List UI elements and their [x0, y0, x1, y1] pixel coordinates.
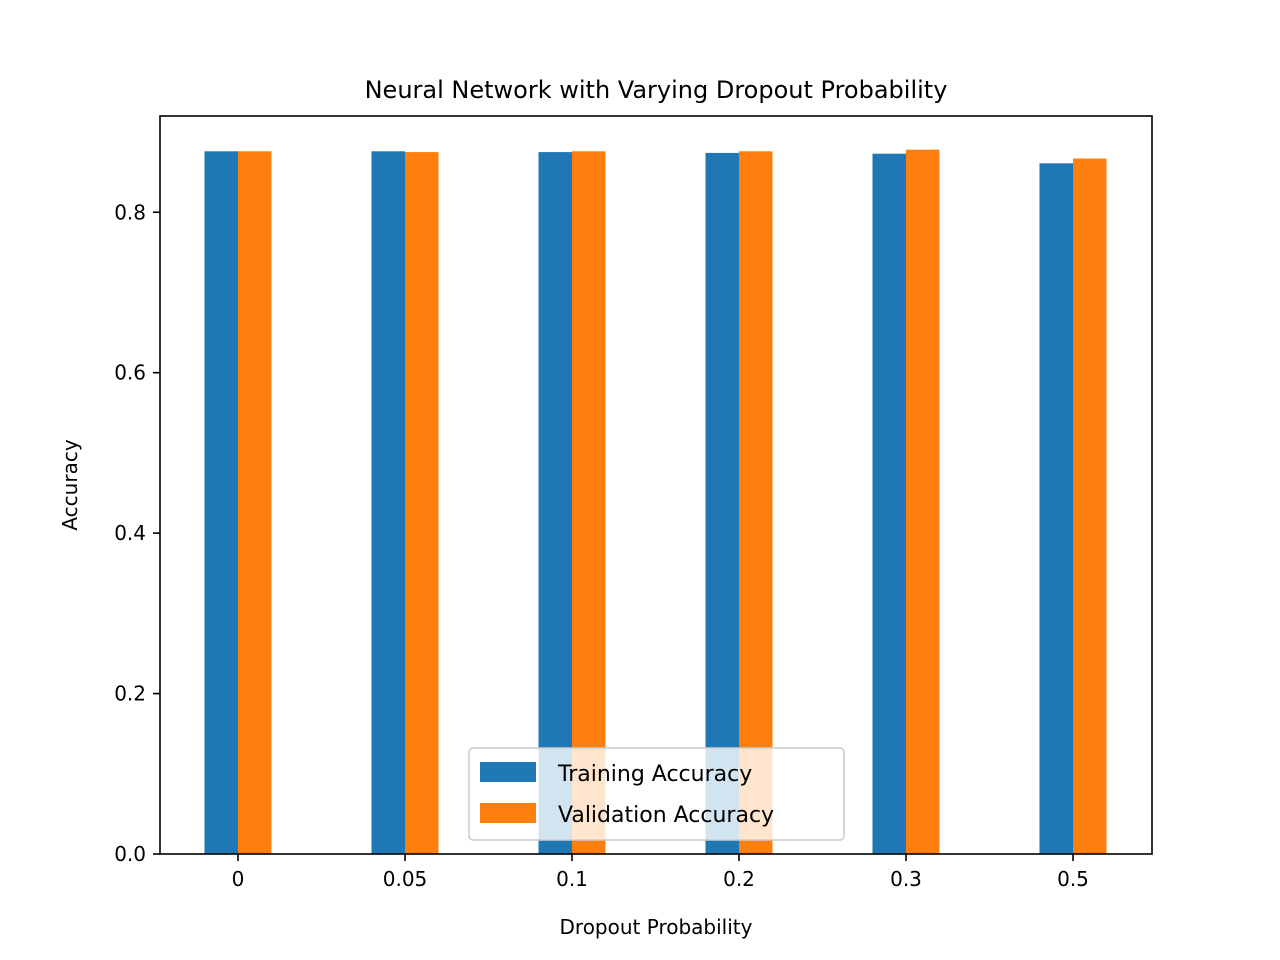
- y-tick-label-1: 0.2: [114, 682, 146, 706]
- bar-training-0: [204, 151, 238, 854]
- y-tick-label-3: 0.6: [114, 361, 146, 385]
- legend-swatch-training: [480, 762, 536, 782]
- legend-label-validation: Validation Accuracy: [558, 803, 774, 828]
- x-tick-label-1: 0.05: [383, 867, 428, 891]
- y-axis-ticks: 0.0 0.2 0.4 0.6 0.8: [114, 200, 160, 866]
- y-axis-label: Accuracy: [58, 439, 82, 530]
- bar-training-4: [872, 153, 906, 855]
- chart-title: Neural Network with Varying Dropout Prob…: [365, 76, 948, 104]
- y-tick-label-2: 0.4: [114, 521, 146, 545]
- bar-validation-4: [906, 149, 940, 855]
- legend-swatch-validation: [480, 803, 536, 823]
- x-tick-label-0: 0: [232, 867, 245, 891]
- x-tick-label-2: 0.1: [556, 867, 588, 891]
- x-axis-ticks: 0 0.05 0.1 0.2 0.3 0.5: [232, 854, 1089, 891]
- x-tick-label-4: 0.3: [890, 867, 922, 891]
- y-tick-label-4: 0.8: [114, 200, 146, 224]
- bar-validation-1: [405, 152, 439, 854]
- y-tick-label-0: 0.0: [114, 842, 146, 866]
- bar-training-2: [538, 152, 572, 854]
- bar-training-5: [1039, 163, 1073, 855]
- plot-frame: [159, 115, 1153, 855]
- bar-training-1: [371, 151, 405, 854]
- legend-label-training: Training Accuracy: [557, 762, 752, 787]
- bar-validation-5: [1073, 158, 1107, 855]
- x-axis-label: Dropout Probability: [560, 915, 753, 939]
- bar-validation-3: [739, 151, 773, 854]
- legend-box: [468, 747, 845, 841]
- x-tick-label-5: 0.5: [1057, 867, 1089, 891]
- bars-group: [204, 149, 1107, 855]
- legend: Training Accuracy Validation Accuracy: [468, 747, 845, 841]
- bar-validation-2: [572, 151, 606, 854]
- bar-training-3: [705, 152, 739, 854]
- x-tick-label-3: 0.2: [723, 867, 755, 891]
- bar-validation-0: [238, 151, 272, 854]
